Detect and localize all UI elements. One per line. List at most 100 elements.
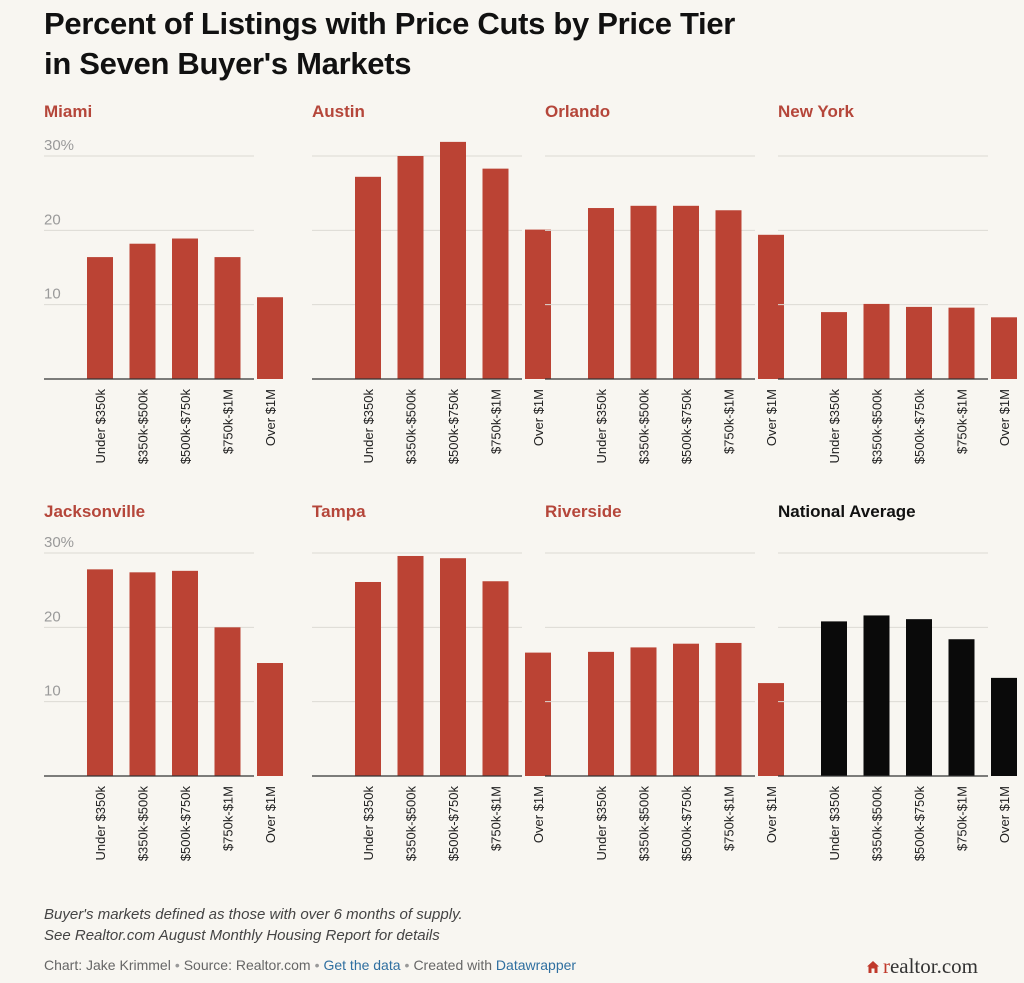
bar [673,643,699,776]
chart-notes: Buyer's markets defined as those with ov… [44,904,463,946]
panel-title: Riverside [545,502,622,521]
bar [257,663,283,776]
bar [214,627,241,776]
panel-title: Miami [44,102,92,121]
x-tick-label: $500k-$750k [679,389,694,465]
bar [440,558,466,776]
panel-title: Tampa [312,502,366,521]
bar [87,569,113,776]
brand-r: r [882,954,890,978]
brand-text: ealtor.com [889,954,978,978]
panel-title: Austin [312,102,365,121]
x-tick-label: $350k-$500k [637,786,652,862]
bar [630,647,657,776]
bar [673,205,699,379]
bar [758,683,784,776]
bar [355,581,381,776]
x-tick-label: Under $350k [827,786,842,861]
x-tick-label: Over $1M [263,389,278,446]
x-tick-label: $500k-$750k [912,786,927,862]
bar [715,642,742,776]
x-tick-label: $750k-$1M [489,786,504,851]
x-tick-label: Over $1M [997,786,1012,843]
panel-title: New York [778,102,854,121]
credit-text: Chart: Jake Krimmel [44,957,171,973]
x-tick-label: $350k-$500k [870,389,885,465]
x-tick-label: $350k-$500k [870,786,885,862]
bar [588,208,614,379]
y-tick-label: 20 [44,608,61,625]
y-tick-label: 10 [44,286,61,303]
bar [758,234,784,379]
bar [397,555,424,776]
y-tick-label: 20 [44,211,61,228]
x-tick-label: $500k-$750k [178,786,193,862]
separator: • [314,957,320,973]
bar [355,176,381,379]
bar [630,205,657,379]
chart-title: Percent of Listings with Price Cuts by P… [44,4,1004,84]
bar [397,156,424,379]
x-tick-label: Under $350k [827,389,842,464]
x-tick-label: Over $1M [997,389,1012,446]
note-line-1: Buyer's markets defined as those with ov… [44,906,463,923]
bar [863,303,890,379]
x-tick-label: Under $350k [594,786,609,861]
bar [257,297,283,379]
bar [906,619,932,776]
x-tick-label: Over $1M [531,786,546,843]
x-tick-label: Under $350k [93,786,108,861]
x-tick-label: $750k-$1M [489,389,504,454]
bar [948,307,975,379]
x-tick-label: $350k-$500k [404,389,419,465]
bar [821,621,847,776]
datawrapper-link[interactable]: Datawrapper [495,957,577,973]
bar [906,306,932,379]
bar [948,639,975,776]
y-tick-label: 30% [44,534,74,551]
x-tick-label: $750k-$1M [722,786,737,851]
x-tick-label: $500k-$750k [679,786,694,862]
x-tick-label: $750k-$1M [221,786,236,851]
x-tick-label: Under $350k [594,389,609,464]
x-tick-label: Under $350k [361,786,376,861]
created-with-text: Created with [413,957,493,973]
bar [482,581,509,776]
x-tick-label: $350k-$500k [136,786,151,862]
realtor-logo: realtor.com [866,954,978,979]
chart-footer: Chart: Jake Krimmel • Source: Realtor.com •… [44,957,576,973]
house-icon [866,960,879,973]
x-tick-label: $500k-$750k [912,389,927,465]
bar [214,257,241,379]
x-tick-label: Over $1M [531,389,546,446]
chart-title-line2: in Seven Buyer's Markets [44,46,412,81]
bar [87,257,113,379]
bar [821,312,847,379]
bar [525,652,551,776]
bar [991,317,1017,379]
x-tick-label: Under $350k [361,389,376,464]
source-text: Source: Realtor.com [183,957,311,973]
x-tick-label: $750k-$1M [955,786,970,851]
x-tick-label: $750k-$1M [955,389,970,454]
x-tick-label: $350k-$500k [404,786,419,862]
bar [172,238,198,379]
bar [715,210,742,379]
separator: • [174,957,180,973]
get-the-data-link[interactable]: Get the data [323,957,401,973]
x-tick-label: Over $1M [764,786,779,843]
x-tick-label: $500k-$750k [446,389,461,465]
small-multiples-charts: Miami 10 20 30% Under $350k $350k-$500k $500k-… [44,102,1017,862]
y-tick-label: 30% [44,137,74,154]
bar [991,677,1017,776]
x-tick-label: $350k-$500k [637,389,652,465]
x-tick-label: $750k-$1M [221,389,236,454]
bar [129,572,156,776]
panel-title: National Average [778,502,916,521]
x-tick-label: $500k-$750k [178,389,193,465]
bar [172,570,198,776]
panel-title: Orlando [545,102,610,121]
separator: • [404,957,410,973]
chart-title-line1: Percent of Listings with Price Cuts by P… [44,6,736,41]
x-tick-label: $350k-$500k [136,389,151,465]
